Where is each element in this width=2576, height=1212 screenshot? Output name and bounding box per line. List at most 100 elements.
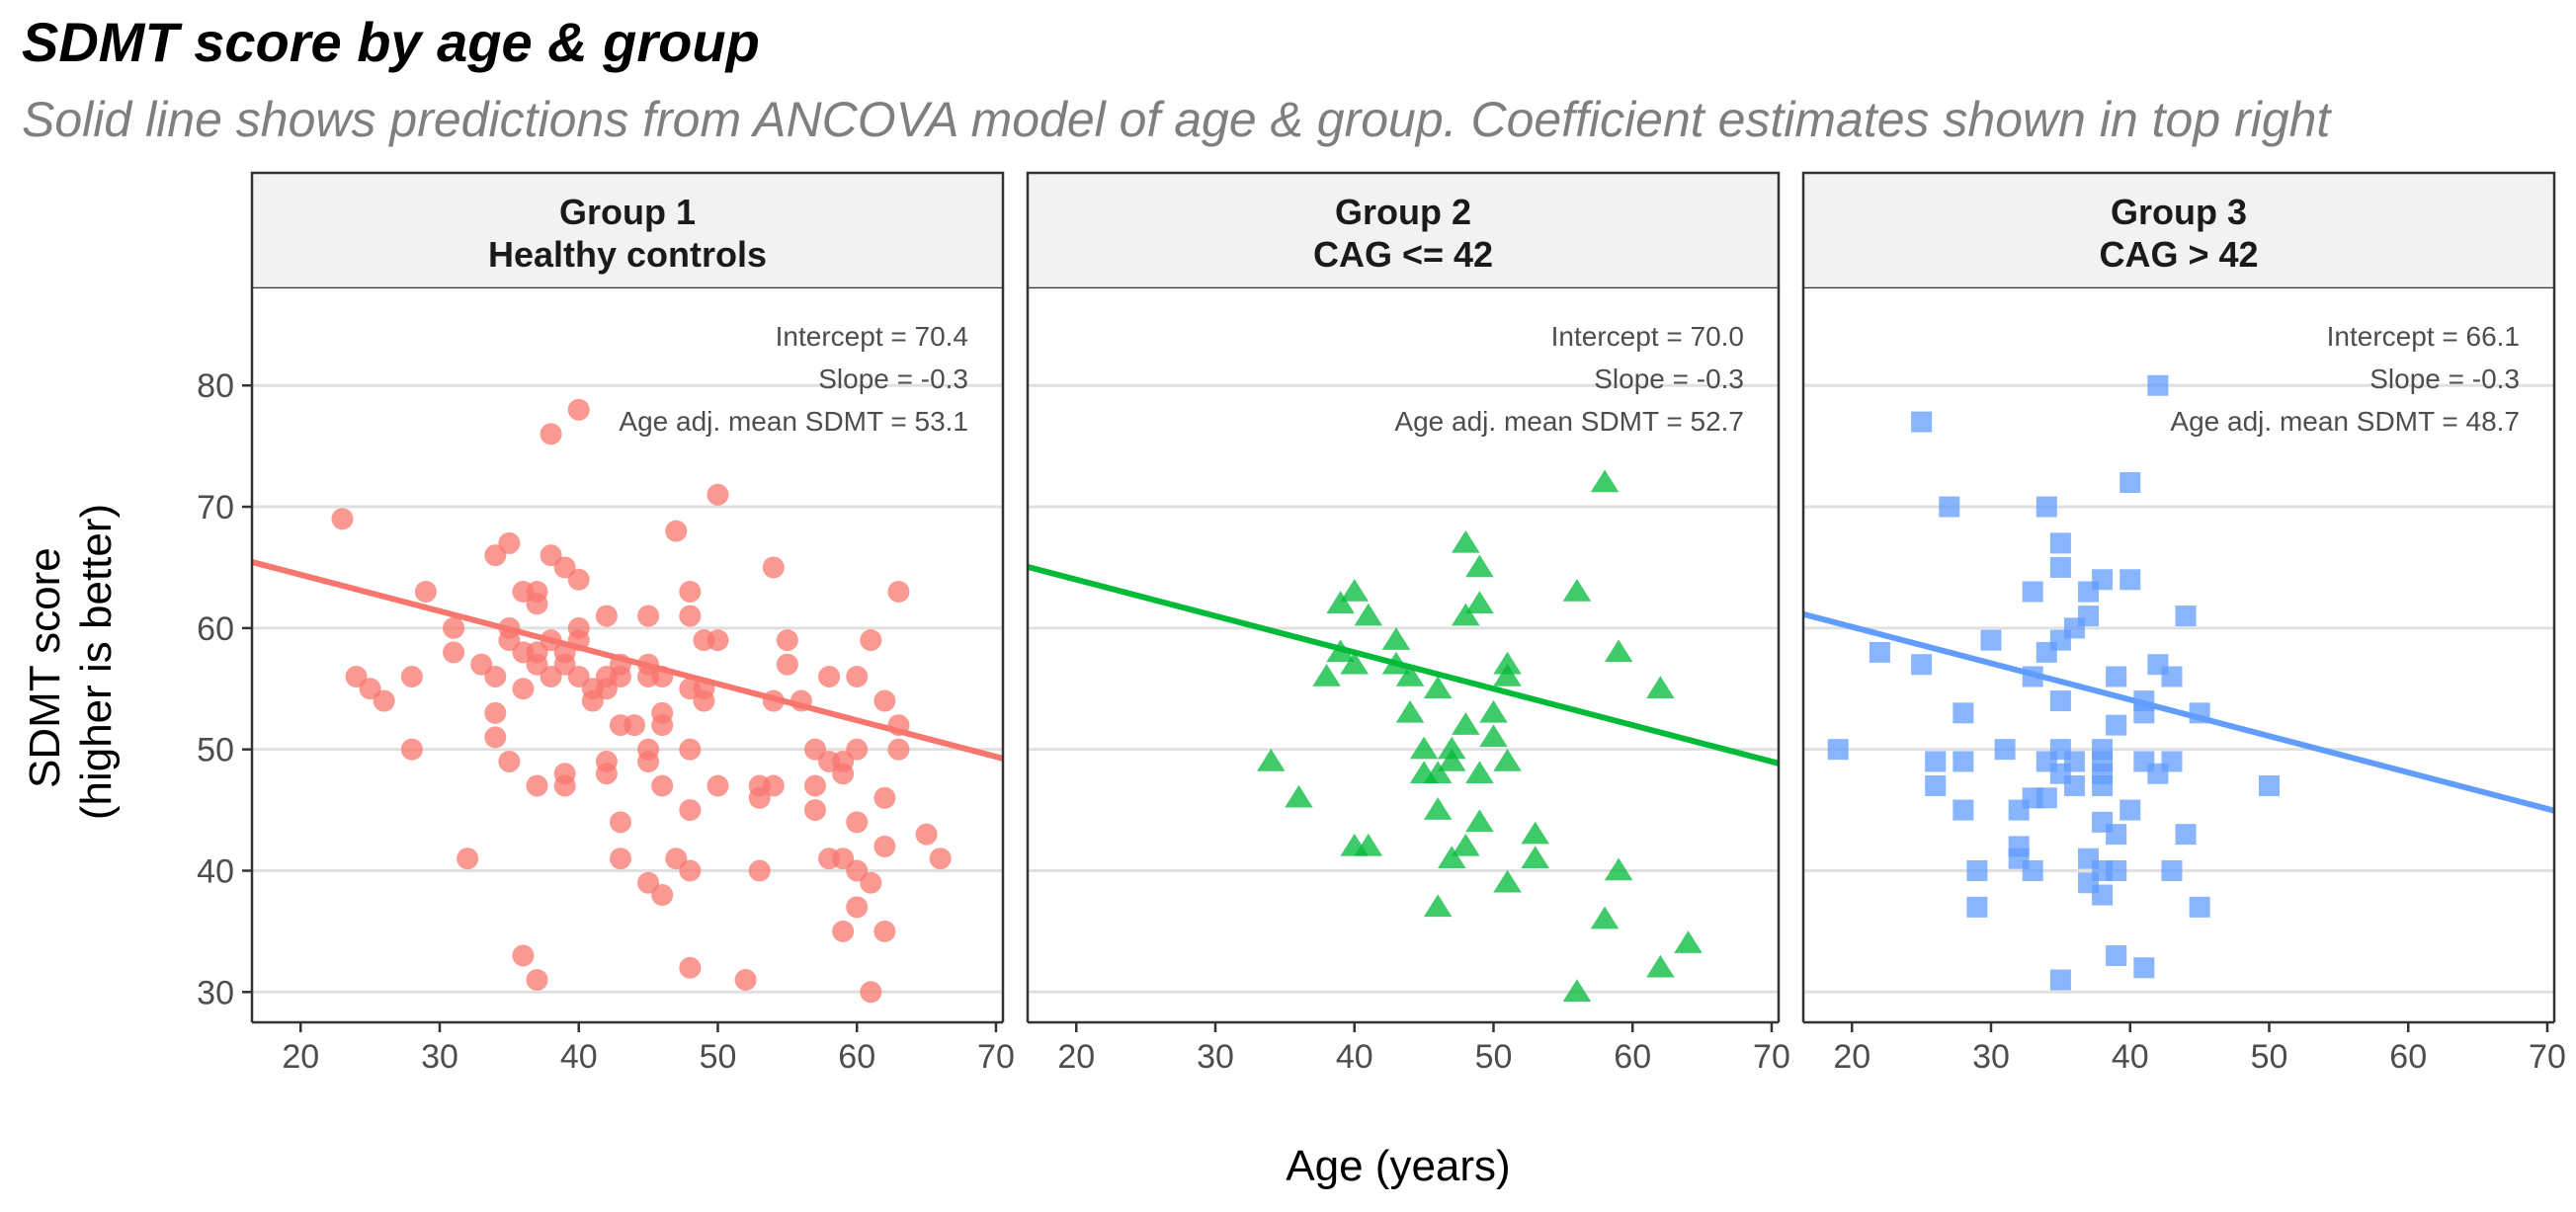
data-point — [1493, 748, 1522, 771]
data-point — [1452, 833, 1480, 856]
data-point — [846, 738, 869, 761]
data-point — [915, 823, 938, 846]
fit-line — [1027, 563, 1780, 767]
strip-label-line-1: Group 2 — [1335, 192, 1471, 232]
data-point — [2092, 775, 2114, 797]
data-point — [1827, 739, 1849, 761]
data-point — [1966, 859, 1988, 881]
facet-strip — [1801, 171, 2556, 290]
data-point — [2133, 702, 2155, 724]
data-point — [1521, 821, 1550, 845]
data-point — [860, 981, 882, 1004]
data-point — [2119, 569, 2141, 591]
data-point — [2049, 532, 2071, 554]
data-point — [443, 616, 465, 639]
data-point — [1452, 712, 1480, 735]
data-point — [443, 641, 465, 664]
data-point — [595, 605, 618, 627]
data-point — [1354, 603, 1383, 626]
data-point — [1966, 896, 1988, 918]
data-point — [498, 750, 521, 772]
y-tick-label: 80 — [197, 367, 234, 405]
y-tick-label: 70 — [197, 489, 234, 526]
plot-area — [1028, 288, 1779, 1022]
data-point — [1465, 809, 1494, 833]
data-point — [804, 799, 826, 822]
data-point — [1925, 751, 1947, 772]
x-tick-label: 20 — [282, 1038, 319, 1076]
data-point — [693, 689, 715, 712]
data-point — [1326, 591, 1355, 614]
data-point — [2022, 859, 2043, 881]
x-tick-label: 20 — [1057, 1038, 1095, 1076]
data-point — [1493, 869, 1522, 893]
data-point — [873, 835, 896, 857]
x-tick-label: 60 — [838, 1038, 875, 1076]
data-point — [1423, 761, 1453, 783]
data-point — [2092, 569, 2114, 591]
x-tick-label: 30 — [1972, 1038, 2010, 1076]
coefficient-annotation: Age adj. mean SDMT = 48.7 — [2170, 406, 2520, 437]
x-tick-label: 70 — [2529, 1038, 2566, 1076]
data-point — [1437, 736, 1466, 760]
data-point — [2161, 666, 2183, 687]
x-tick-label: 50 — [1475, 1038, 1513, 1076]
data-point — [1437, 748, 1466, 771]
data-point — [776, 653, 798, 676]
data-point — [706, 629, 729, 652]
data-point — [2036, 787, 2057, 809]
data-point — [526, 593, 548, 615]
coefficient-annotation: Age adj. mean SDMT = 52.7 — [1394, 406, 1744, 437]
plot-area — [252, 288, 1003, 1022]
coefficient-annotation: Slope = -0.3 — [818, 364, 968, 394]
data-point — [553, 774, 576, 797]
data-point — [1452, 603, 1480, 626]
data-point — [595, 763, 618, 785]
strip-label-line-1: Group 3 — [2111, 192, 2247, 232]
x-tick-label: 30 — [421, 1038, 458, 1076]
data-point — [1646, 676, 1675, 699]
data-point — [2161, 859, 2183, 881]
x-tick-label: 70 — [977, 1038, 1015, 1076]
data-point — [331, 508, 354, 530]
coefficient-annotation: Slope = -0.3 — [2369, 364, 2520, 394]
coefficient-annotation: Intercept = 66.1 — [2327, 321, 2520, 352]
data-point — [1452, 529, 1480, 553]
data-point — [1939, 496, 1960, 518]
data-point — [2175, 606, 2197, 627]
data-point — [1994, 739, 2016, 761]
data-point — [526, 969, 548, 992]
data-point — [373, 689, 395, 712]
data-point — [1925, 775, 1947, 797]
strip-label-line-1: Group 1 — [559, 192, 696, 232]
data-point — [457, 848, 479, 870]
data-point — [540, 423, 562, 445]
data-point — [2049, 690, 2071, 712]
data-point — [679, 605, 702, 627]
data-point — [734, 969, 757, 992]
data-point — [679, 799, 702, 822]
data-point — [860, 871, 882, 894]
data-point — [2189, 896, 2210, 918]
data-point — [776, 629, 798, 652]
data-point — [2106, 824, 2127, 846]
strip-label-line-2: CAG > 42 — [2099, 234, 2258, 275]
data-point — [1674, 930, 1703, 953]
data-point — [567, 568, 590, 591]
y-axis-title-line-2: (higher is better) — [72, 504, 121, 820]
data-point — [818, 665, 841, 687]
data-point — [762, 556, 785, 579]
data-point — [1395, 699, 1425, 723]
data-point — [873, 689, 896, 712]
data-point — [1911, 654, 1933, 676]
data-point — [1409, 736, 1439, 760]
data-point — [679, 581, 702, 604]
data-point — [1465, 554, 1494, 578]
data-point — [1646, 954, 1675, 978]
data-point — [887, 738, 910, 761]
y-tick-label: 60 — [197, 610, 234, 648]
data-point — [1562, 579, 1592, 602]
